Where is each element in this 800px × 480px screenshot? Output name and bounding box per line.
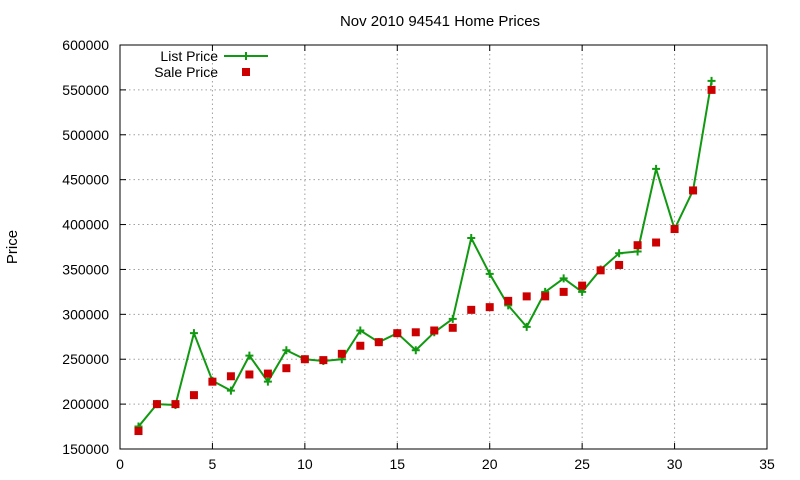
y-tick-label: 200000 [62, 396, 109, 412]
sale-price-point [707, 85, 716, 94]
sale-price-point [393, 329, 402, 338]
sale-price-point [356, 341, 365, 350]
x-tick-label: 35 [759, 456, 775, 472]
sale-price-point [337, 349, 346, 358]
y-tick-label: 550000 [62, 82, 109, 98]
x-tick-label: 15 [389, 456, 405, 472]
x-tick-label: 10 [297, 456, 313, 472]
sale-price-point [282, 364, 291, 373]
legend-label: Sale Price [154, 64, 218, 80]
x-tick-label: 0 [116, 456, 124, 472]
list-price-point [485, 269, 494, 278]
sale-price-point [596, 266, 605, 275]
list-price-point [467, 234, 476, 243]
y-tick-label: 300000 [62, 306, 109, 322]
sale-price-point [189, 391, 198, 400]
sale-price-point [208, 377, 217, 386]
legend-label: List Price [160, 48, 218, 64]
series-layer [134, 76, 716, 436]
series-sale-price [134, 85, 716, 436]
x-tick-label: 20 [482, 456, 498, 472]
sale-price-point [578, 281, 587, 290]
grid-lines [120, 45, 767, 449]
list-price-point [615, 249, 624, 258]
list-price-point [411, 346, 420, 355]
y-tick-label: 350000 [62, 261, 109, 277]
list-price-point [707, 76, 716, 85]
sale-price-point [670, 225, 679, 234]
x-tick-label: 30 [667, 456, 683, 472]
sale-price-point [300, 355, 309, 364]
sale-price-point [134, 427, 143, 436]
list-price-line [137, 80, 713, 428]
legend-square-marker [242, 68, 250, 76]
list-price-point [245, 351, 254, 360]
x-tick-label: 5 [209, 456, 217, 472]
sale-price-point [171, 400, 180, 409]
plot-frame [119, 44, 768, 450]
sale-price-point [633, 241, 642, 250]
list-price-point [226, 386, 235, 395]
sale-price-point [448, 323, 457, 332]
list-price-point [522, 322, 531, 331]
list-price-point [652, 164, 661, 173]
y-tick-label: 250000 [62, 351, 109, 367]
y-tick-label: 500000 [62, 127, 109, 143]
sale-price-point [467, 305, 476, 314]
list-price-point [189, 329, 198, 338]
y-tick-label: 150000 [62, 441, 109, 457]
sale-price-point [652, 238, 661, 247]
sale-price-point [430, 326, 439, 335]
axis-ticks: 0 5 10 15 20 25 30 35 150000 200000 250000 300000 35… [62, 37, 775, 472]
sale-price-point [152, 400, 161, 409]
y-tick-label: 600000 [62, 37, 109, 53]
sale-price-point [263, 369, 272, 378]
sale-price-point [411, 328, 420, 337]
chart-title: Nov 2010 94541 Home Prices [340, 13, 540, 30]
list-price-point [559, 274, 568, 283]
series-list-price [134, 76, 716, 431]
sale-price-point [541, 292, 550, 301]
sale-price-point [522, 292, 531, 301]
sale-price-point [374, 338, 383, 347]
x-tick-label: 25 [574, 456, 590, 472]
sale-price-point [689, 186, 698, 195]
y-tick-label: 450000 [62, 172, 109, 188]
y-tick-label: 400000 [62, 217, 109, 233]
sale-price-point [559, 287, 568, 296]
sale-price-point [504, 296, 513, 305]
list-price-point [263, 377, 272, 386]
list-price-point [282, 346, 291, 355]
sale-price-point [245, 370, 254, 379]
list-price-point [356, 326, 365, 335]
sale-price-point [319, 356, 328, 365]
y-axis-label: Price [4, 230, 21, 264]
sale-price-point [485, 303, 494, 312]
sale-price-point [226, 372, 235, 381]
list-price-point [448, 314, 457, 323]
sale-price-point [615, 260, 624, 269]
legend-plus-marker [242, 52, 250, 60]
